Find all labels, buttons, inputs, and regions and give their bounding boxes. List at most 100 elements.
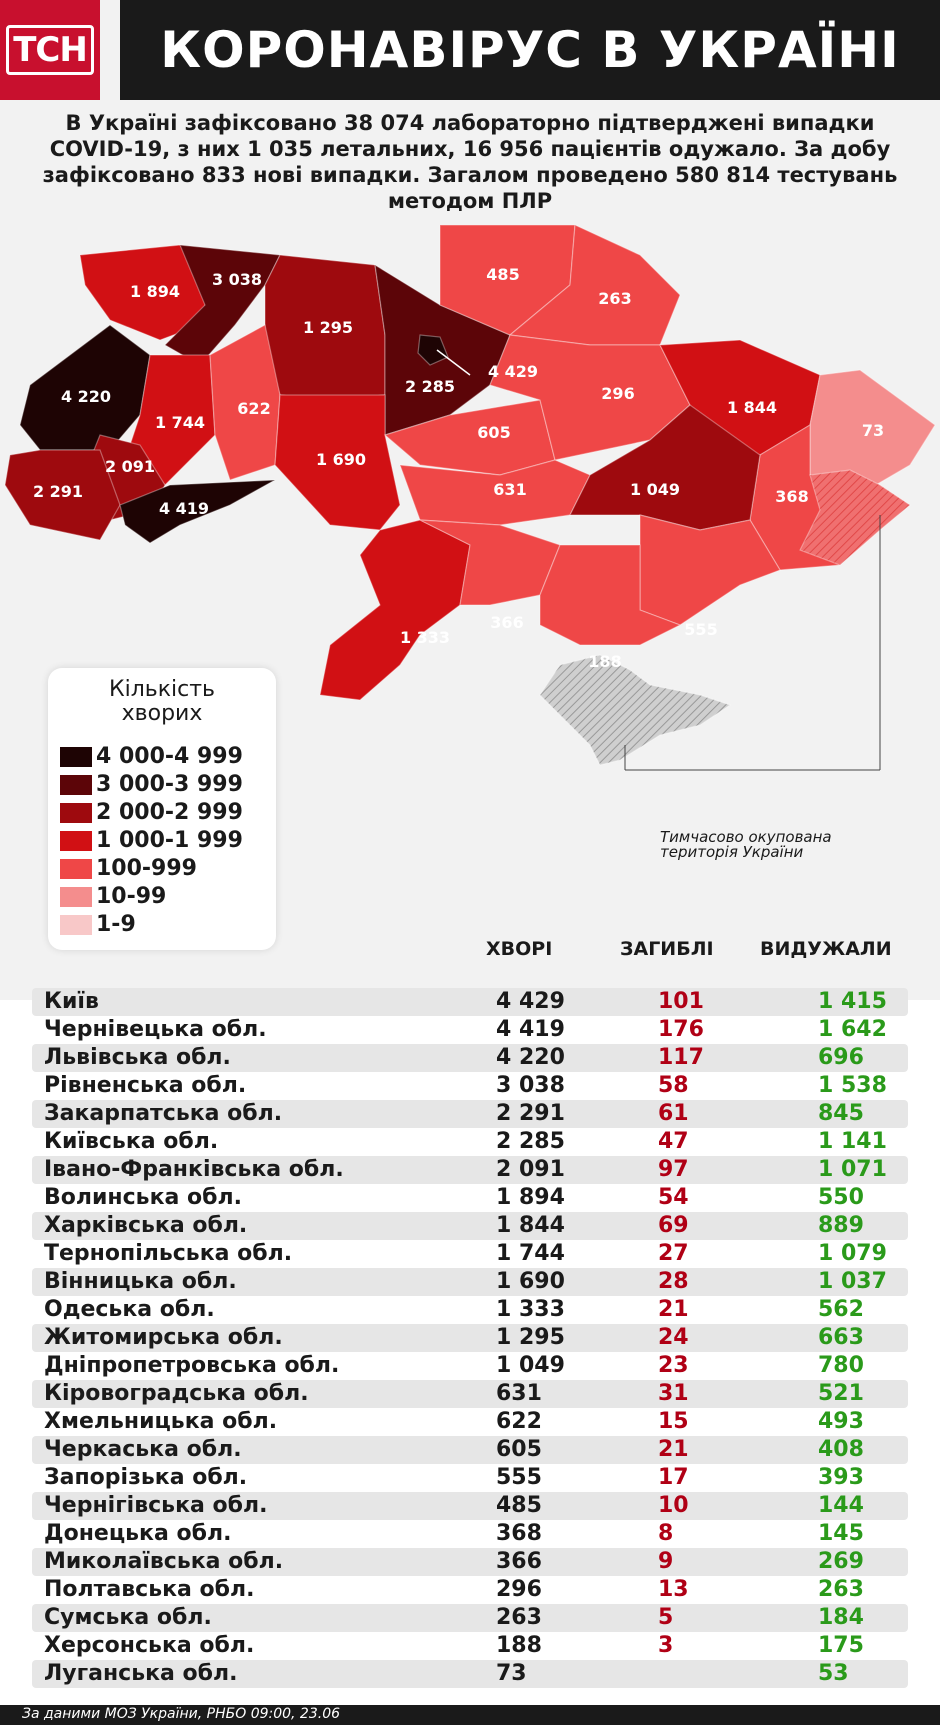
- legend-swatch: [60, 802, 92, 823]
- recovered-count: 1 079: [818, 1241, 887, 1266]
- region-occupied-east: [799, 469, 912, 566]
- map-label-luhansk: 73: [862, 421, 884, 440]
- region-name: Волинська обл.: [44, 1185, 242, 1210]
- sick-count: 366: [496, 1549, 542, 1574]
- table-row: Львівська обл. 4 220 117 696: [32, 1044, 908, 1072]
- table-row: Полтавська обл. 296 13 263: [32, 1576, 908, 1604]
- region-name: Одеська обл.: [44, 1297, 215, 1322]
- region-zakarpattia: [4, 449, 121, 541]
- map-label-khmelnytskyi: 622: [237, 399, 270, 418]
- sick-count: 1 049: [496, 1353, 565, 1378]
- legend-label: 100-999: [96, 856, 197, 881]
- recovered-count: 408: [818, 1437, 864, 1462]
- legend-item: 3 000-3 999: [60, 772, 243, 797]
- region-name: Дніпропетровська обл.: [44, 1353, 340, 1378]
- deaths-count: 47: [658, 1129, 689, 1154]
- table-row: Київська обл. 2 285 47 1 141: [32, 1128, 908, 1156]
- table-row: Донецька обл. 368 8 145: [32, 1520, 908, 1548]
- recovered-count: 780: [818, 1353, 864, 1378]
- page-title: КОРОНАВІРУС В УКРАЇНІ: [160, 21, 900, 79]
- region-name: Івано-Франківська обл.: [44, 1157, 344, 1182]
- region-name: Сумська обл.: [44, 1605, 212, 1630]
- occupied-note-line2: територія України: [660, 843, 804, 861]
- footer-bar: За даними МОЗ України, РНБО 09:00, 23.06: [0, 1705, 940, 1725]
- kyiv-pointer-line: [436, 349, 471, 376]
- deaths-count: 23: [658, 1353, 689, 1378]
- region-name: Кіровоградська обл.: [44, 1381, 309, 1406]
- intro-text: В Україні зафіксовано 38 074 лабораторно…: [42, 111, 898, 213]
- table-row: Одеська обл. 1 333 21 562: [32, 1296, 908, 1324]
- recovered-count: 663: [818, 1325, 864, 1350]
- table-row: Чернівецька обл. 4 419 176 1 642: [32, 1016, 908, 1044]
- table-row: Житомирська обл. 1 295 24 663: [32, 1324, 908, 1352]
- recovered-count: 393: [818, 1465, 864, 1490]
- region-name: Полтавська обл.: [44, 1577, 255, 1602]
- recovered-count: 145: [818, 1521, 864, 1546]
- legend-item: 1-9: [60, 912, 136, 937]
- map-label-lviv: 4 220: [61, 387, 111, 406]
- recovered-count: 550: [818, 1185, 864, 1210]
- legend-swatch: [60, 886, 92, 907]
- region-name: Київ: [44, 989, 99, 1014]
- map-label-donetsk: 368: [775, 487, 808, 506]
- legend-swatch: [60, 774, 92, 795]
- region-name: Черкаська обл.: [44, 1437, 242, 1462]
- deaths-count: 5: [658, 1605, 674, 1630]
- recovered-count: 175: [818, 1633, 864, 1658]
- deaths-count: 24: [658, 1325, 689, 1350]
- map-label-zhytomyr: 1 295: [303, 318, 353, 337]
- region-name: Луганська обл.: [44, 1661, 238, 1686]
- deaths-count: 97: [658, 1157, 689, 1182]
- deaths-count: 13: [658, 1577, 689, 1602]
- sick-count: 368: [496, 1521, 542, 1546]
- region-mykolaiv: [419, 519, 561, 606]
- sick-count: 485: [496, 1493, 542, 1518]
- source-note: За даними МОЗ України, РНБО 09:00, 23.06: [22, 1706, 341, 1722]
- map-label-zaporizhzhia: 555: [684, 620, 717, 639]
- sick-count: 296: [496, 1577, 542, 1602]
- table-row: Вінницька обл. 1 690 28 1 037: [32, 1268, 908, 1296]
- table-row: Запорізька обл. 555 17 393: [32, 1464, 908, 1492]
- header-divider: [100, 0, 120, 100]
- region-name: Житомирська обл.: [44, 1325, 283, 1350]
- map-label-zakarpattia: 2 291: [33, 482, 83, 501]
- deaths-count: 21: [658, 1297, 689, 1322]
- region-kyiv-city: [417, 334, 449, 366]
- sick-count: 1 894: [496, 1185, 565, 1210]
- map-label-chernihiv: 485: [486, 265, 519, 284]
- ukraine-map: 1 894 3 038 1 295 2 285 4 429 485 263 4 …: [4, 225, 936, 771]
- region-name: Рівненська обл.: [44, 1073, 247, 1098]
- sick-count: 631: [496, 1381, 542, 1406]
- legend-label: 10-99: [96, 884, 167, 909]
- sick-count: 4 419: [496, 1017, 565, 1042]
- sick-count: 605: [496, 1437, 542, 1462]
- table-row: Рівненська обл. 3 038 58 1 538: [32, 1072, 908, 1100]
- recovered-count: 845: [818, 1101, 864, 1126]
- table-row: Хмельницька обл. 622 15 493: [32, 1408, 908, 1436]
- occupied-territory-note: Тимчасово окупована територія України: [660, 830, 832, 860]
- deaths-count: 69: [658, 1213, 689, 1238]
- sick-count: 1 295: [496, 1325, 565, 1350]
- region-name: Запорізька обл.: [44, 1465, 248, 1490]
- map-label-vinnytsia: 1 690: [316, 450, 366, 469]
- table-row: Миколаївська обл. 366 9 269: [32, 1548, 908, 1576]
- legend-label: 1 000-1 999: [96, 828, 243, 853]
- recovered-count: 889: [818, 1213, 864, 1238]
- region-name: Львівська обл.: [44, 1045, 231, 1070]
- map-label-odesa: 1 333: [400, 628, 450, 647]
- column-header-deaths: ЗАГИБЛІ: [620, 938, 714, 960]
- deaths-count: 54: [658, 1185, 689, 1210]
- legend-item: 1 000-1 999: [60, 828, 243, 853]
- sick-count: 4 220: [496, 1045, 565, 1070]
- sick-count: 4 429: [496, 989, 565, 1014]
- deaths-count: 21: [658, 1437, 689, 1462]
- map-label-kharkiv: 1 844: [727, 398, 777, 417]
- map-label-kyiv: 4 429: [488, 362, 538, 381]
- region-crimea: [539, 654, 732, 766]
- deaths-count: 58: [658, 1073, 689, 1098]
- legend-swatch: [60, 914, 92, 935]
- recovered-count: 1 141: [818, 1129, 887, 1154]
- recovered-count: 263: [818, 1577, 864, 1602]
- table-row: Київ 4 429 101 1 415: [32, 988, 908, 1016]
- region-name: Донецька обл.: [44, 1521, 232, 1546]
